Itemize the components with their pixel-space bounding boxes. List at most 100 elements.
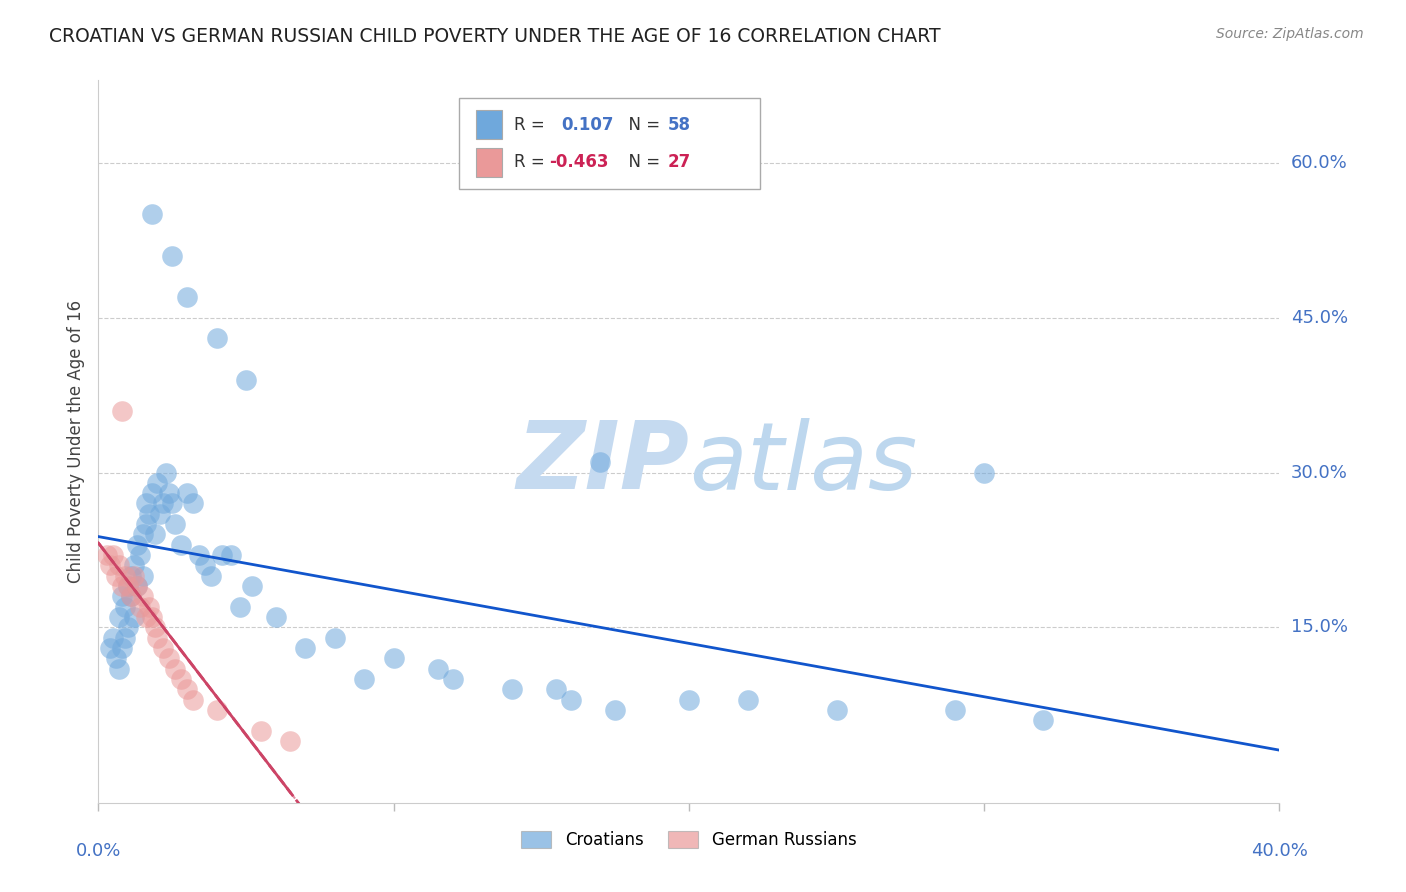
Point — [560, 692, 582, 706]
Point — [108, 558, 131, 573]
Point — [98, 558, 121, 573]
Point — [157, 651, 180, 665]
Point — [187, 548, 209, 562]
FancyBboxPatch shape — [458, 98, 759, 189]
Legend: Croatians, German Russians: Croatians, German Russians — [515, 824, 863, 856]
Text: Source: ZipAtlas.com: Source: ZipAtlas.com — [1216, 27, 1364, 41]
Point — [111, 403, 134, 417]
Point — [146, 631, 169, 645]
Text: R =: R = — [515, 116, 555, 134]
Point — [143, 527, 166, 541]
Point — [138, 599, 160, 614]
Point — [125, 538, 148, 552]
Text: R =: R = — [515, 153, 550, 170]
Point — [122, 610, 145, 624]
Point — [737, 692, 759, 706]
Point — [678, 692, 700, 706]
Point — [98, 640, 121, 655]
Point — [165, 517, 187, 532]
Point — [501, 682, 523, 697]
Point — [117, 579, 139, 593]
Point — [194, 558, 217, 573]
Point — [162, 496, 183, 510]
Text: N =: N = — [619, 153, 665, 170]
Point — [170, 538, 193, 552]
Point — [114, 631, 136, 645]
Point — [1032, 713, 1054, 727]
Point — [138, 507, 160, 521]
Text: atlas: atlas — [689, 417, 917, 508]
Point — [176, 682, 198, 697]
Y-axis label: Child Poverty Under the Age of 16: Child Poverty Under the Age of 16 — [66, 300, 84, 583]
Point — [250, 723, 273, 738]
Point — [149, 507, 172, 521]
Point — [235, 373, 257, 387]
Point — [205, 703, 228, 717]
Point — [135, 610, 157, 624]
Point — [155, 466, 177, 480]
Point — [152, 496, 174, 510]
Point — [382, 651, 405, 665]
Point — [181, 496, 204, 510]
Point — [181, 692, 204, 706]
Point — [240, 579, 263, 593]
Point — [125, 579, 148, 593]
Point — [122, 568, 145, 582]
Text: 40.0%: 40.0% — [1251, 842, 1308, 860]
Text: N =: N = — [619, 116, 665, 134]
Point — [141, 486, 163, 500]
Point — [221, 548, 243, 562]
Point — [205, 331, 228, 345]
FancyBboxPatch shape — [477, 111, 502, 139]
Point — [176, 486, 198, 500]
Text: 45.0%: 45.0% — [1291, 309, 1348, 326]
Point — [111, 579, 134, 593]
Point — [323, 631, 346, 645]
Text: 0.0%: 0.0% — [76, 842, 121, 860]
Text: 27: 27 — [668, 153, 690, 170]
Point — [294, 640, 316, 655]
FancyBboxPatch shape — [477, 148, 502, 177]
Point — [157, 486, 180, 500]
Text: 0.107: 0.107 — [561, 116, 614, 134]
Point — [353, 672, 375, 686]
Point — [114, 568, 136, 582]
Point — [120, 590, 142, 604]
Point — [96, 548, 118, 562]
Point — [120, 590, 142, 604]
Point — [135, 517, 157, 532]
Point — [143, 620, 166, 634]
Point — [141, 610, 163, 624]
Point — [103, 631, 125, 645]
Point — [280, 734, 302, 748]
Point — [176, 290, 198, 304]
Point — [229, 599, 252, 614]
Text: 58: 58 — [668, 116, 690, 134]
Point — [132, 568, 155, 582]
Text: 30.0%: 30.0% — [1291, 464, 1347, 482]
Point — [111, 640, 134, 655]
Point — [105, 651, 128, 665]
Point — [141, 207, 163, 221]
Text: ZIP: ZIP — [516, 417, 689, 509]
Point — [152, 640, 174, 655]
Point — [973, 466, 995, 480]
Point — [105, 568, 128, 582]
Point — [125, 579, 148, 593]
Point — [132, 527, 155, 541]
Point — [114, 599, 136, 614]
Point — [165, 662, 187, 676]
Point — [128, 599, 150, 614]
Point — [117, 620, 139, 634]
Point — [135, 496, 157, 510]
Point — [200, 568, 222, 582]
Point — [146, 475, 169, 490]
Point — [111, 590, 134, 604]
Text: 15.0%: 15.0% — [1291, 618, 1347, 636]
Point — [103, 548, 125, 562]
Point — [546, 682, 568, 697]
Text: 60.0%: 60.0% — [1291, 153, 1347, 172]
Point — [108, 610, 131, 624]
Point — [825, 703, 848, 717]
Point — [120, 568, 142, 582]
